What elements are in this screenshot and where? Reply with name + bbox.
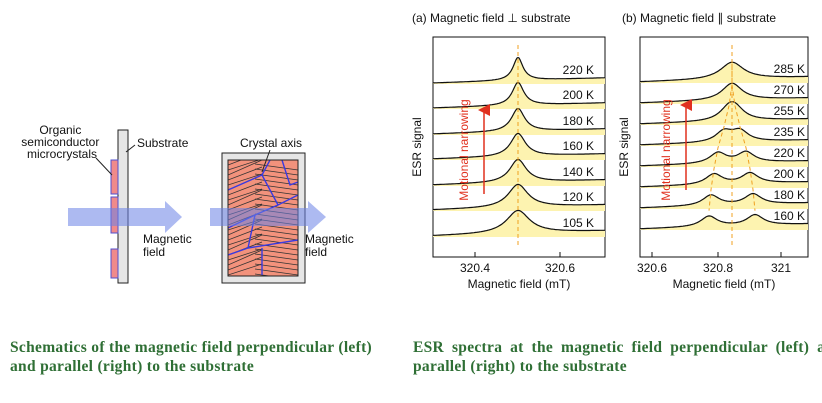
caption: ESR spectra at the magnetic field perpen… <box>413 338 822 376</box>
x-tick-label: 321 <box>771 261 791 275</box>
annotation: Motional narrowing <box>457 99 471 200</box>
temperature-label: 160 K <box>774 209 805 223</box>
field-label: Magnetic field <box>143 232 195 259</box>
x-tick-label: 320.6 <box>637 261 667 275</box>
temperature-label: 285 K <box>774 62 805 76</box>
organic-label: Organic semiconductor microcrystals <box>21 123 102 161</box>
temperature-label: 220 K <box>774 146 805 160</box>
temperature-label: 140 K <box>563 165 594 179</box>
microcrystal <box>111 249 118 278</box>
label-line: microcrystals <box>27 147 97 161</box>
temperature-label: 255 K <box>774 104 805 118</box>
y-axis-label: ESR signal <box>617 117 631 176</box>
temperature-label: 180 K <box>563 114 594 128</box>
temperature-label: 200 K <box>774 167 805 181</box>
figure: Organic semiconductor microcrystals Subs… <box>0 0 822 330</box>
leader <box>96 158 112 175</box>
panel-title: (b) Magnetic field ∥ substrate <box>622 11 776 25</box>
x-tick-label: 320.4 <box>460 261 490 275</box>
caption: Schematics of the magnetic field perpend… <box>10 338 372 376</box>
temperature-label: 270 K <box>774 83 805 97</box>
substrate <box>118 130 128 283</box>
crystal-axis-label: Crystal axis <box>240 136 302 150</box>
temperature-label: 105 K <box>563 216 594 230</box>
x-axis-label: Magnetic field (mT) <box>673 277 776 291</box>
panel-title: (a) Magnetic field ⊥ substrate <box>412 11 571 25</box>
x-axis-label: Magnetic field (mT) <box>468 277 571 291</box>
annotation: Motional narrowing <box>659 99 673 200</box>
label-line: Magnetic <box>305 232 354 246</box>
substrate-label: Substrate <box>137 136 189 150</box>
label-line: Magnetic <box>143 232 192 246</box>
temperature-label: 120 K <box>563 190 594 204</box>
y-axis-label: ESR signal <box>410 117 424 176</box>
temperature-label: 220 K <box>563 63 594 77</box>
label-line: field <box>143 245 165 259</box>
temperature-label: 160 K <box>563 139 594 153</box>
label-line: field <box>305 245 327 259</box>
x-tick-label: 320.8 <box>703 261 733 275</box>
x-tick-label: 320.6 <box>545 261 575 275</box>
temperature-label: 200 K <box>563 88 594 102</box>
temperature-label: 235 K <box>774 125 805 139</box>
field-label: Magnetic field <box>305 232 357 259</box>
page: Organic semiconductor microcrystals Subs… <box>0 0 822 403</box>
temperature-label: 180 K <box>774 188 805 202</box>
microcrystal <box>111 160 118 194</box>
